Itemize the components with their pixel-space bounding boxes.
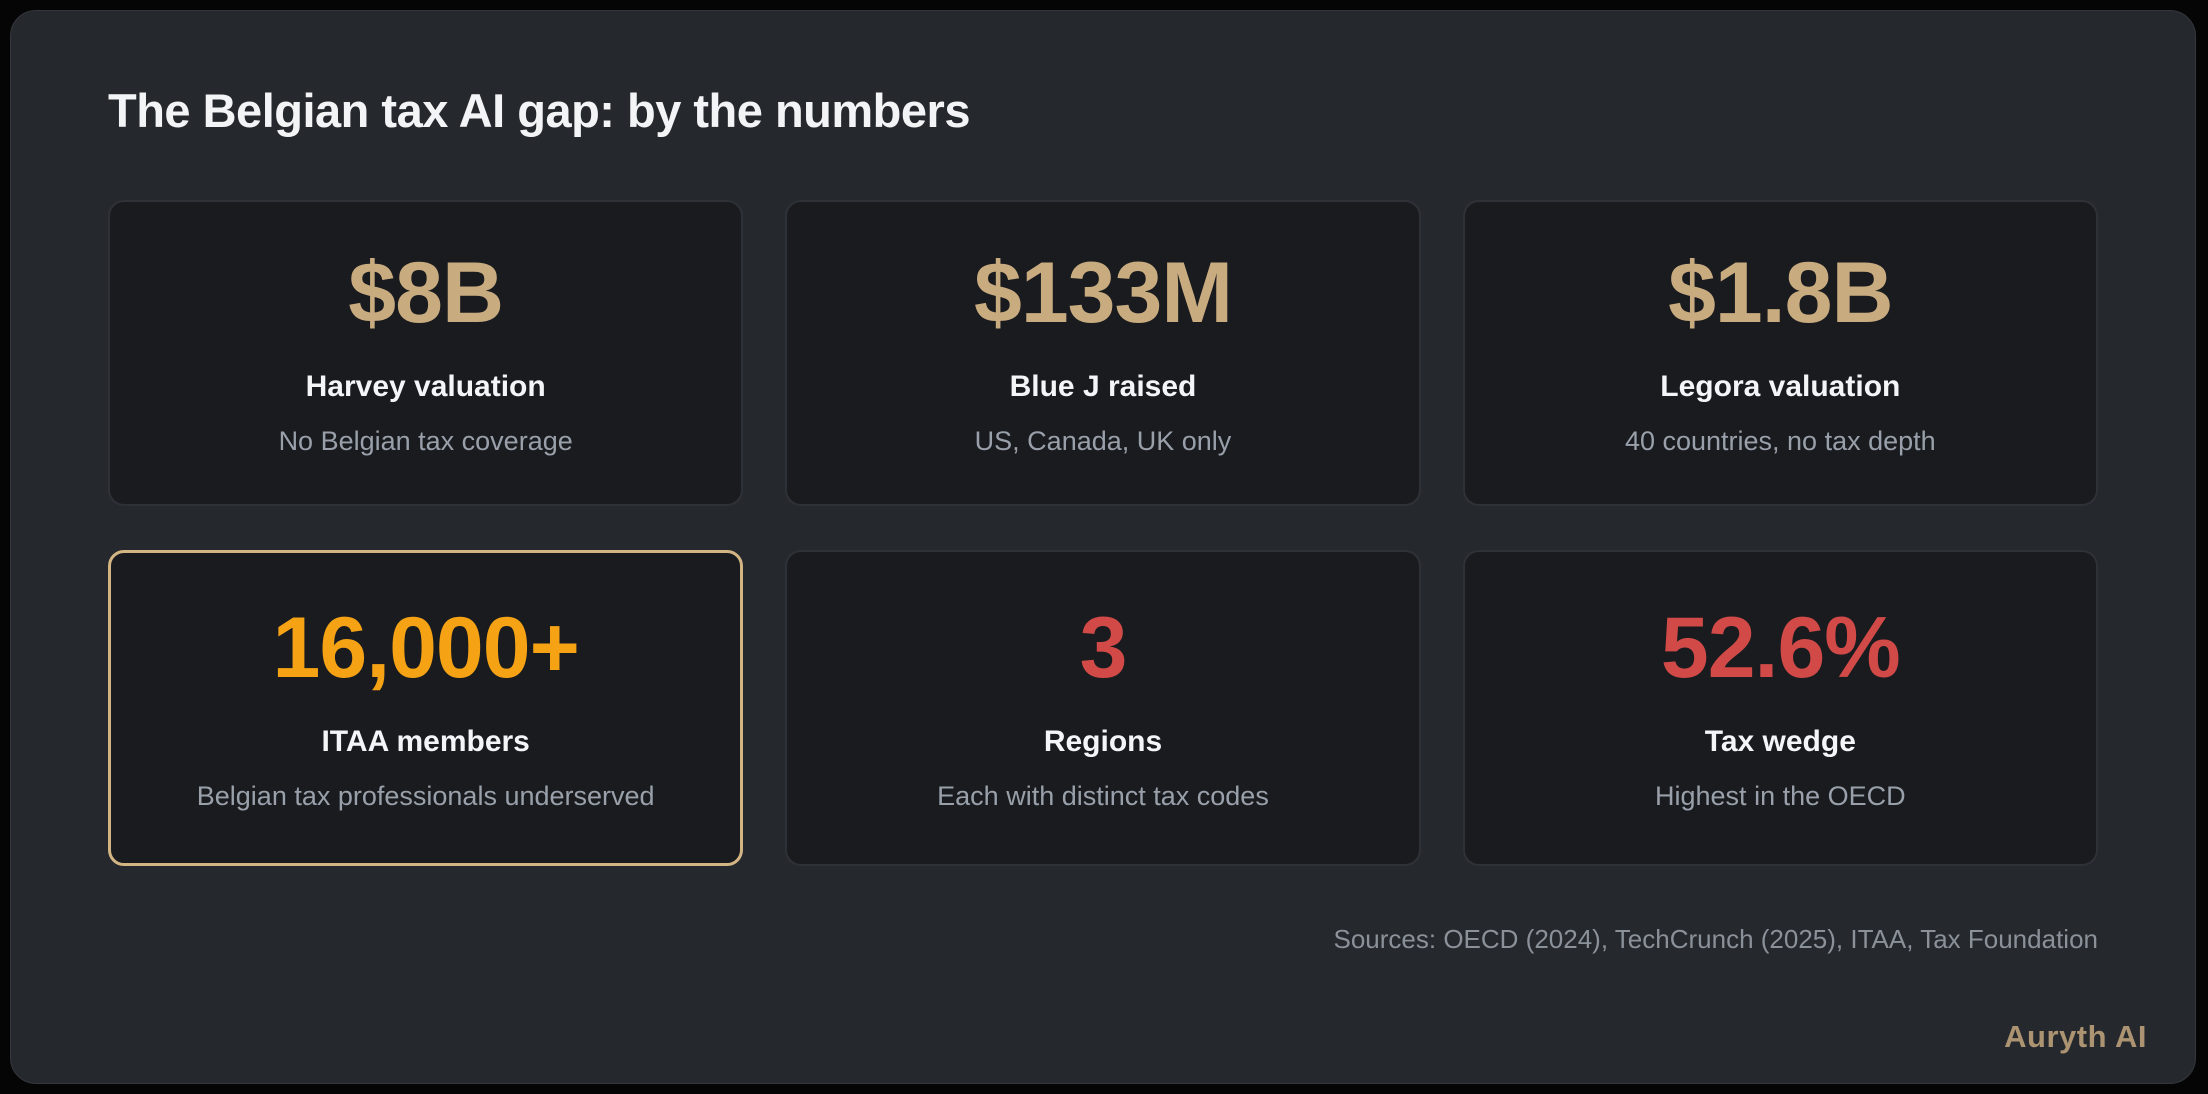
stat-card-legora-valuation: $1.8B Legora valuation 40 countries, no … bbox=[1462, 200, 2098, 506]
stat-cards-grid: $8B Harvey valuation No Belgian tax cove… bbox=[108, 200, 2098, 866]
stat-label: Legora valuation bbox=[1660, 369, 1901, 403]
stat-card-tax-wedge: 52.6% Tax wedge Highest in the OECD bbox=[1462, 550, 2098, 866]
stat-label: ITAA members bbox=[321, 724, 530, 758]
page-title: The Belgian tax AI gap: by the numbers bbox=[108, 84, 970, 137]
stat-subtext: 40 countries, no tax depth bbox=[1624, 425, 1936, 456]
stat-value: $133M bbox=[974, 244, 1233, 341]
stat-card-regions: 3 Regions Each with distinct tax codes bbox=[785, 550, 1421, 866]
main-panel: The Belgian tax AI gap: by the numbers $… bbox=[10, 10, 2196, 1084]
stat-value: 16,000+ bbox=[272, 599, 580, 696]
stat-label: Regions bbox=[1043, 724, 1163, 758]
stat-value: 3 bbox=[1079, 599, 1128, 696]
stat-card-itaa-members-highlighted: 16,000+ ITAA members Belgian tax profess… bbox=[108, 550, 744, 866]
stat-card-harvey-valuation: $8B Harvey valuation No Belgian tax cove… bbox=[108, 200, 744, 506]
stat-subtext: Highest in the OECD bbox=[1655, 780, 1906, 811]
stat-value: $1.8B bbox=[1668, 244, 1893, 341]
sources-attribution: Sources: OECD (2024), TechCrunch (2025),… bbox=[1333, 924, 2099, 954]
stat-subtext: Each with distinct tax codes bbox=[937, 780, 1269, 811]
stat-value: 52.6% bbox=[1660, 599, 1901, 696]
stat-subtext: US, Canada, UK only bbox=[974, 425, 1232, 456]
stat-card-blue-j-raised: $133M Blue J raised US, Canada, UK only bbox=[785, 200, 1421, 506]
stat-value: $8B bbox=[348, 244, 504, 341]
stat-subtext: Belgian tax professionals underserved bbox=[196, 780, 655, 811]
stat-label: Blue J raised bbox=[1009, 369, 1197, 403]
stat-label: Tax wedge bbox=[1704, 724, 1856, 758]
stat-label: Harvey valuation bbox=[305, 369, 546, 403]
stat-subtext: No Belgian tax coverage bbox=[278, 425, 573, 456]
brand-logo-text: Auryth AI bbox=[2004, 1019, 2147, 1054]
